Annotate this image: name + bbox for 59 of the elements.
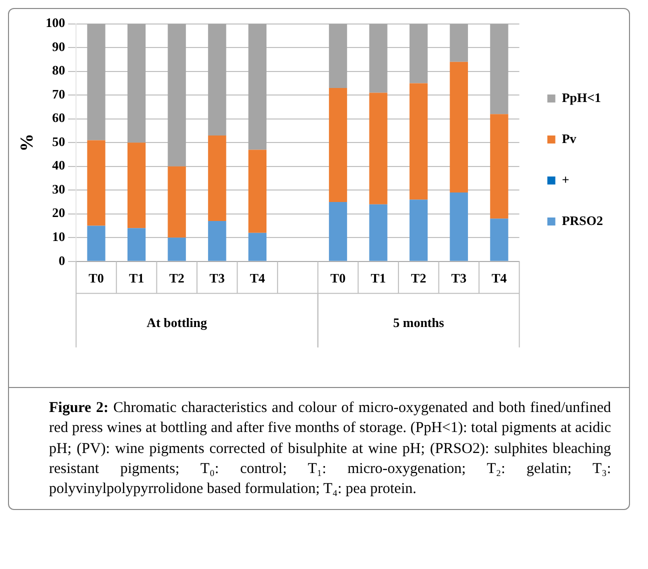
bar: [208, 135, 226, 222]
y-tick-label: 40: [52, 158, 66, 173]
bar: [410, 24, 428, 84]
x-tick-label: T4: [250, 270, 266, 286]
bar: [410, 200, 428, 261]
caption: Figure 2: Chromatic characteristics and colour of micro-oxygenated and both fined/unfined red press wines at bottling and after five months of storage. (PpH<1): total pigments at acidic pH; (PV): wine pigments corrected of bisulphite at wine pH; (PRSO2): sulphites bleaching resistant pigments; T₀: control; T₁: micro-oxygenation; T₂: gelatin; T₃: polyvinylpolypyrrolidone based formulation; T₄: pea protein.: [9, 387, 629, 510]
y-tick-label: 30: [52, 181, 66, 196]
bar: [87, 140, 106, 226]
y-tick-label: 10: [52, 229, 66, 244]
bar: [328, 88, 348, 202]
bar: [208, 24, 226, 136]
bar: [168, 166, 186, 238]
x-tick-label: T3: [451, 270, 467, 286]
bar: [168, 238, 186, 261]
bar: [369, 24, 388, 93]
y-tick-label: 100: [46, 15, 66, 30]
x-tick-label: T2: [169, 270, 184, 286]
bar: [248, 24, 266, 150]
bar: [450, 62, 468, 192]
bar: [127, 142, 146, 228]
legend-label: +: [562, 172, 570, 187]
y-tick-label: 0: [58, 252, 66, 268]
bar: [490, 114, 508, 219]
bar: [127, 24, 146, 143]
x-tick-label: T1: [128, 270, 144, 286]
x-tick-label: T4: [492, 270, 508, 286]
bar: [490, 218, 508, 261]
bar: [328, 202, 348, 261]
x-tick-label: T1: [370, 270, 386, 286]
bar: [490, 24, 508, 114]
x-tick-label: T0: [88, 270, 104, 286]
bar: [450, 24, 468, 62]
y-tick-label: 50: [52, 134, 66, 149]
x-tick-label: T0: [330, 270, 346, 286]
bar: [87, 24, 106, 140]
bar: [410, 83, 428, 200]
legend-label: PRSO2: [562, 212, 603, 228]
bar: [127, 228, 146, 261]
bar: [208, 221, 226, 261]
bar: [168, 24, 186, 166]
y-tick-label: 60: [52, 110, 66, 126]
y-axis-title: %: [16, 134, 36, 152]
y-tick-label: 80: [52, 62, 66, 78]
y-tick-label: 70: [52, 86, 66, 102]
y-tick-label: 20: [52, 205, 66, 220]
bar: [248, 150, 266, 233]
text: At bottling: [146, 314, 208, 330]
bar: [248, 232, 266, 261]
legend-label: Pv: [562, 130, 577, 146]
bar: [369, 204, 388, 261]
bar: [328, 24, 348, 88]
bar: [450, 192, 468, 261]
y-tick-label: 90: [52, 38, 66, 54]
bar: [87, 226, 106, 261]
text: 5 months: [393, 314, 444, 330]
x-tick-label: T2: [411, 270, 426, 286]
legend-label: PpH<1: [562, 90, 602, 105]
x-tick-label: T3: [210, 270, 226, 286]
bar: [369, 92, 388, 204]
